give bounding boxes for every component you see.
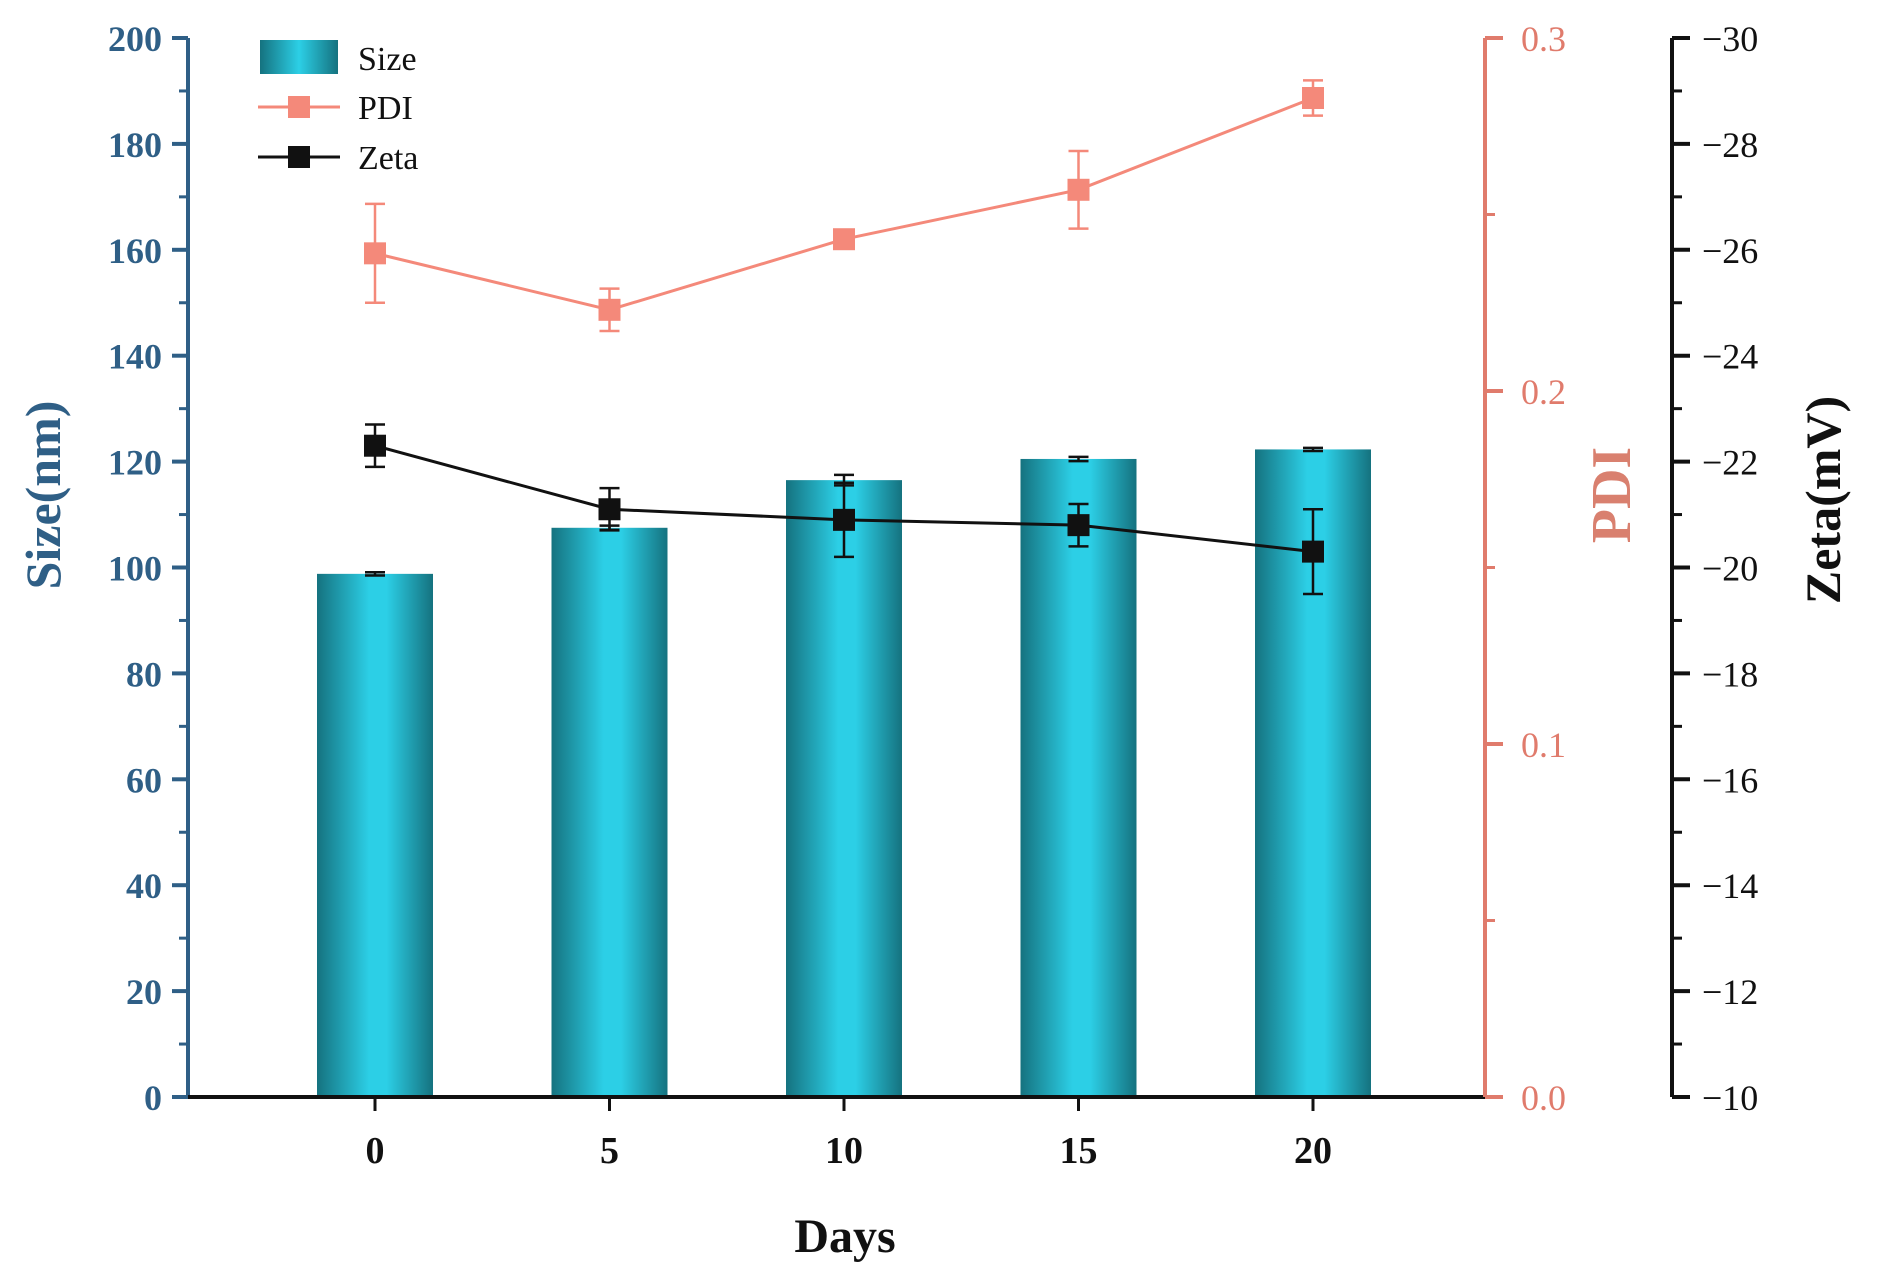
zeta-tick-label: −30 bbox=[1702, 19, 1758, 59]
x-tick-label: 15 bbox=[1060, 1130, 1098, 1172]
zeta-tick-label: −18 bbox=[1702, 654, 1758, 694]
pdi-point bbox=[598, 298, 621, 321]
x-tick-label: 0 bbox=[366, 1130, 385, 1172]
zeta-tick-label: −22 bbox=[1702, 443, 1758, 483]
zeta-point bbox=[1302, 540, 1324, 563]
x-tick-label: 20 bbox=[1294, 1130, 1332, 1172]
size-axis-title: Size(nm) bbox=[15, 401, 71, 590]
zeta-tick-label: −20 bbox=[1702, 549, 1758, 589]
axes-layer: 0 20 40 60 80 100 120 140 160 180 200 0 5 10 15 20 0.0 0.… bbox=[108, 19, 1758, 1172]
size-tick-label: 100 bbox=[108, 549, 162, 589]
pdi-tick-label: 0.2 bbox=[1521, 372, 1566, 412]
size-tick-label: 160 bbox=[108, 231, 162, 271]
size-tick-label: 140 bbox=[108, 337, 162, 377]
bars-layer bbox=[317, 446, 1371, 1097]
pdi-point bbox=[1067, 178, 1090, 201]
pdi-point bbox=[1302, 87, 1324, 110]
pdi-axis-title: PDI bbox=[1581, 447, 1643, 543]
zeta-tick-label: −10 bbox=[1702, 1078, 1758, 1118]
legend-size-swatch bbox=[260, 40, 338, 74]
pdi-point bbox=[833, 228, 855, 251]
x-tick-label: 10 bbox=[825, 1130, 863, 1172]
pdi-tick-label: 0.3 bbox=[1521, 19, 1566, 59]
zeta-point bbox=[833, 508, 855, 531]
zeta-point bbox=[364, 434, 386, 457]
legend-pdi-marker bbox=[288, 96, 310, 118]
legend-size-label: Size bbox=[358, 41, 417, 78]
pdi-tick-label: 0.0 bbox=[1521, 1078, 1566, 1118]
legend-zeta-label: Zeta bbox=[358, 140, 418, 177]
zeta-tick-label: −28 bbox=[1702, 125, 1758, 165]
legend-zeta-marker bbox=[288, 146, 310, 168]
x-tick-label: 5 bbox=[600, 1130, 619, 1172]
pdi-tick-label: 0.1 bbox=[1521, 725, 1566, 765]
size-bar bbox=[317, 573, 433, 1097]
legend: Size PDI Zeta bbox=[258, 40, 418, 177]
pdi-line bbox=[374, 96, 1314, 312]
size-bar bbox=[786, 480, 902, 1097]
size-tick-label: 80 bbox=[126, 654, 162, 694]
size-tick-label: 60 bbox=[126, 760, 162, 800]
zeta-axis-title: Zeta(mV) bbox=[1795, 396, 1851, 604]
size-bar bbox=[551, 527, 668, 1097]
size-tick-label: 40 bbox=[126, 866, 162, 906]
zeta-tick-label: −16 bbox=[1702, 760, 1758, 800]
size-tick-label: 120 bbox=[108, 443, 162, 483]
zeta-point bbox=[598, 498, 621, 521]
zeta-tick-label: −24 bbox=[1702, 337, 1758, 377]
size-tick-label: 20 bbox=[126, 972, 162, 1012]
zeta-tick-label: −26 bbox=[1702, 231, 1758, 271]
zeta-point bbox=[1067, 514, 1090, 537]
size-tick-label: 0 bbox=[144, 1078, 162, 1118]
size-bar bbox=[1020, 458, 1137, 1097]
lines-layer bbox=[364, 79, 1324, 596]
zeta-tick-label: −12 bbox=[1702, 972, 1758, 1012]
pdi-point bbox=[364, 242, 386, 265]
size-tick-label: 200 bbox=[108, 19, 162, 59]
legend-pdi-label: PDI bbox=[358, 90, 413, 127]
x-axis-title: Days bbox=[794, 1210, 895, 1263]
zeta-tick-label: −14 bbox=[1702, 866, 1758, 906]
size-tick-label: 180 bbox=[108, 125, 162, 165]
